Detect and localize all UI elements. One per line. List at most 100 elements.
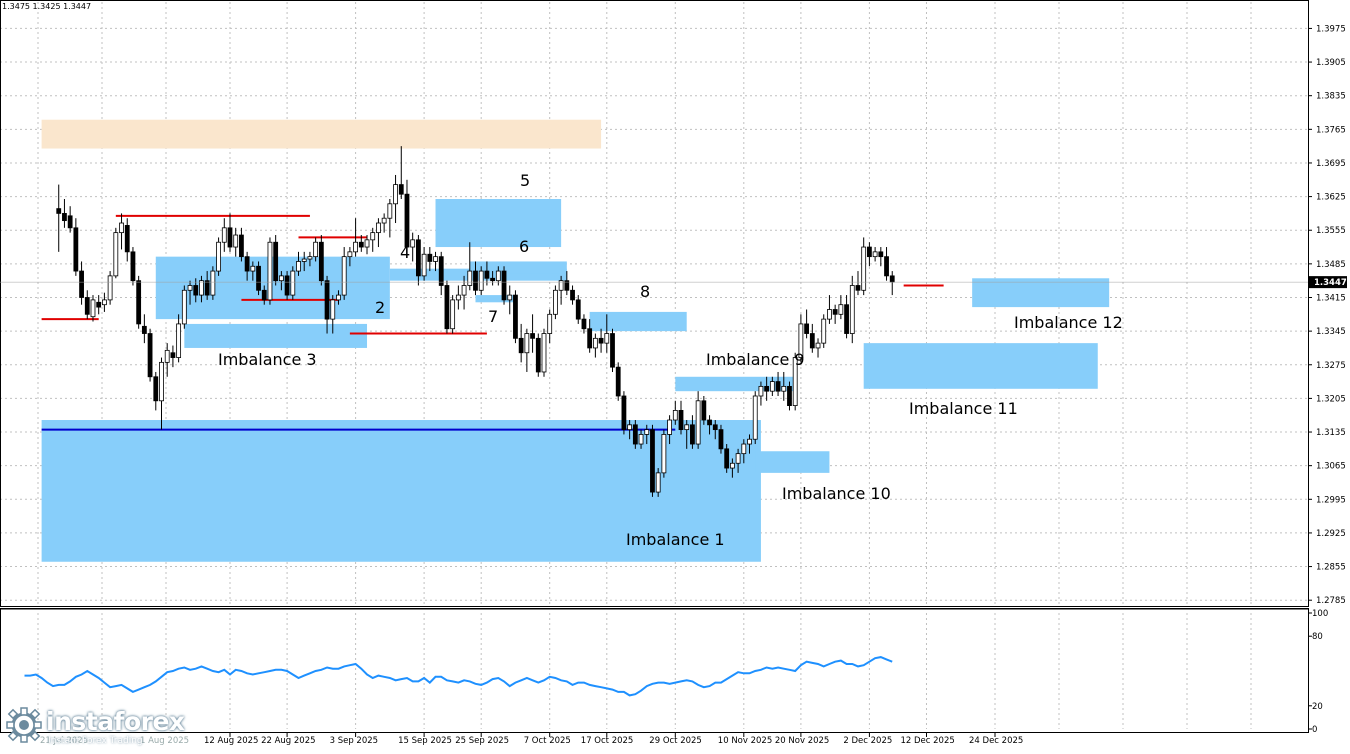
candle-body-bear	[650, 429, 655, 493]
candle	[393, 174, 398, 224]
candle	[313, 237, 319, 262]
candle	[815, 338, 821, 358]
zone-label: Imbalance 3	[218, 350, 317, 369]
candle	[604, 314, 610, 353]
candle	[141, 314, 147, 344]
candle-body-bull	[747, 438, 752, 445]
candle	[273, 235, 279, 286]
candle-body-bull	[604, 333, 610, 344]
time-tick-label: 12 Aug 2025	[204, 736, 258, 746]
zone-labels-layer: Imbalance 1 Imbalance 3 2 4 5 6 7 8 Imbalance 9 I…	[218, 171, 1123, 549]
price-tick-label: 1.3485	[1316, 260, 1346, 270]
zone-rect[interactable]	[755, 451, 830, 473]
osc-tick-label: 20	[1312, 702, 1323, 712]
candle	[798, 314, 804, 363]
candle	[729, 458, 735, 478]
candle	[261, 285, 267, 305]
zone-label: Imbalance 9	[706, 350, 805, 369]
candle	[667, 415, 672, 445]
zone-label: Imbalance 10	[782, 484, 891, 503]
candle-body-bear	[324, 280, 330, 320]
candle	[553, 285, 558, 320]
candle-body-bear	[690, 424, 695, 445]
candle-body-bull	[729, 462, 735, 469]
candle-body-bull	[655, 472, 661, 493]
candle-body-bull	[278, 275, 284, 282]
candle-body-bull	[661, 434, 667, 474]
candle	[775, 371, 781, 396]
candle-body-bear	[227, 227, 233, 248]
candle-body-bear	[530, 333, 535, 339]
candle	[627, 420, 633, 440]
frame	[0, 0, 1309, 733]
candle-body-bear	[56, 208, 62, 214]
candle	[513, 290, 518, 344]
candle-body-bull	[467, 270, 473, 286]
zone-label: Imbalance 11	[909, 399, 1018, 418]
price-axis: 1.3975 1.3905 1.3835 1.3765 1.3695 1.3625 1.35…	[0, 24, 1347, 735]
candle	[535, 333, 541, 377]
candle	[433, 251, 438, 272]
candle-body-bull	[769, 381, 775, 392]
price-tick-label: 1.3695	[1316, 159, 1346, 169]
candle	[153, 371, 159, 411]
candle-body-bull	[330, 299, 336, 320]
candle	[632, 420, 638, 449]
zone-rect[interactable]	[863, 343, 1098, 389]
price-tick-label: 1.3205	[1316, 394, 1346, 404]
zone-rect[interactable]	[41, 119, 602, 149]
candle-body-bear	[513, 294, 518, 339]
zone-rect[interactable]	[972, 278, 1110, 308]
candle	[455, 285, 461, 310]
candle	[96, 295, 102, 315]
candle	[712, 420, 718, 440]
candle	[695, 391, 701, 449]
candle	[221, 218, 227, 252]
current-price-label: 1.3447	[1314, 278, 1347, 288]
zone-rect[interactable]	[475, 295, 516, 303]
candle-body-bear	[598, 337, 604, 344]
candle-body-bull	[393, 184, 398, 205]
candle	[398, 146, 404, 199]
candle	[827, 295, 832, 324]
candle-body-bull	[450, 299, 456, 330]
candle	[290, 266, 296, 300]
price-tick-label: 1.3555	[1316, 226, 1346, 236]
candle	[210, 266, 216, 300]
candle-body-bull	[250, 265, 256, 272]
price-tick-label: 1.3415	[1316, 293, 1346, 303]
zone-rect[interactable]	[469, 261, 567, 274]
candle	[787, 381, 792, 411]
candle-body-bull	[313, 241, 319, 258]
candle	[570, 285, 575, 305]
candle	[233, 227, 239, 257]
candle	[301, 251, 307, 272]
candle-body-bear	[415, 239, 421, 277]
candle-body-bull	[558, 280, 564, 291]
candle-body-bear	[147, 333, 153, 378]
zone-label: Imbalance 1	[626, 530, 725, 549]
price-tick-label: 1.3975	[1316, 24, 1346, 34]
zone-rect[interactable]	[184, 323, 368, 348]
candle	[661, 429, 667, 478]
candle	[267, 237, 273, 305]
candle	[56, 184, 62, 252]
candle	[159, 357, 164, 430]
candle	[507, 285, 513, 315]
candle-body-bear	[701, 400, 707, 421]
candle-body-bear	[170, 352, 176, 358]
candle	[490, 271, 496, 286]
candles-layer	[56, 146, 895, 497]
candle-body-bull	[421, 253, 427, 277]
candle	[581, 314, 587, 334]
candle-body-bear	[712, 424, 718, 431]
zone-rect[interactable]	[435, 198, 562, 248]
candle	[387, 198, 393, 238]
zone-rect[interactable]	[589, 311, 687, 332]
candle-body-bull	[495, 270, 501, 282]
candle	[347, 247, 353, 267]
candle	[124, 218, 130, 262]
candle-body-bull	[233, 234, 239, 248]
candle	[296, 251, 301, 276]
